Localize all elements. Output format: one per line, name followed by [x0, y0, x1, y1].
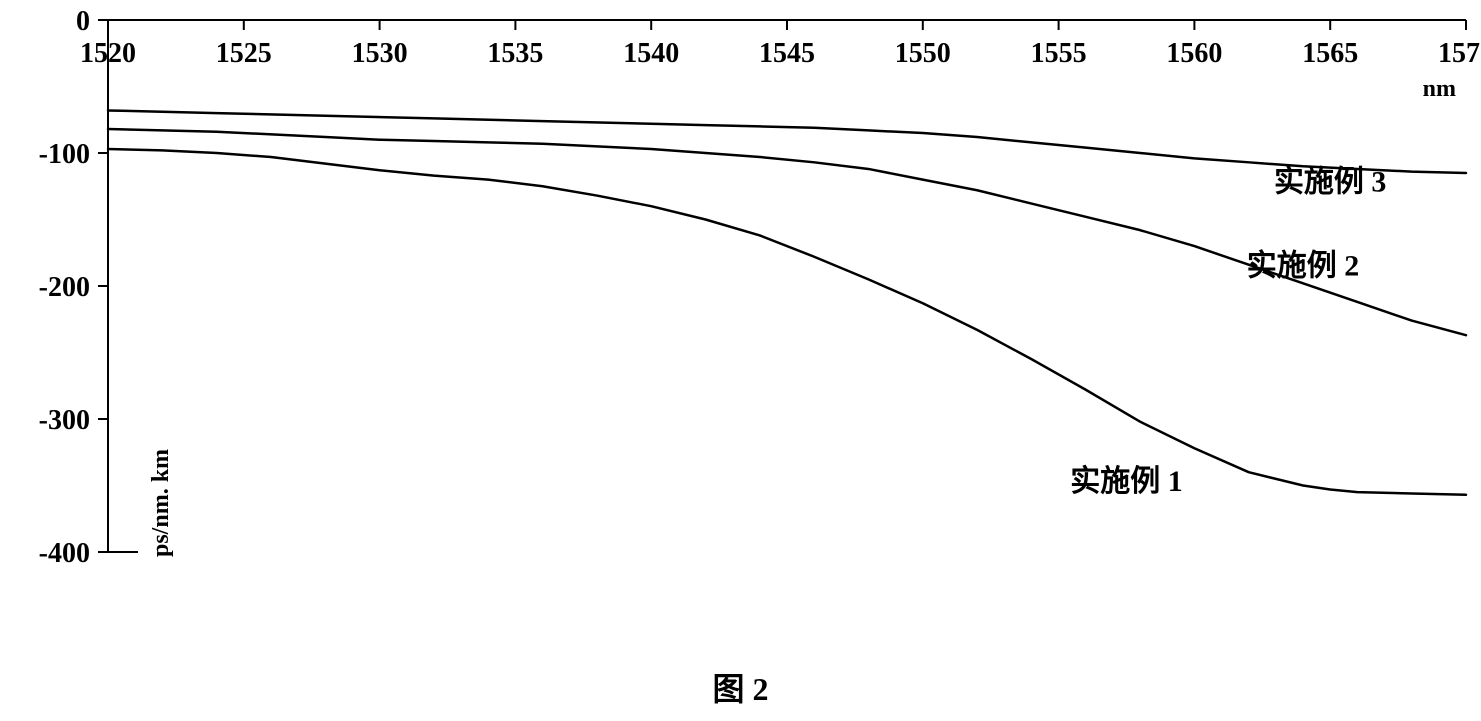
- x-tick-label: 1525: [216, 38, 272, 69]
- x-tick-label: 1535: [487, 38, 543, 69]
- y-tick-label: -200: [39, 272, 90, 303]
- chart-root: 1520 1525 1530 1535 1540 1545 1550 1555 1560 1565…: [0, 0, 1481, 721]
- x-tick-label: 1565: [1302, 38, 1358, 69]
- series-label: 实施例 1: [1070, 464, 1183, 498]
- x-tick-label: 1555: [1031, 38, 1087, 69]
- chart-svg: 1520 1525 1530 1535 1540 1545 1550 1555 1560 1565…: [0, 0, 1481, 721]
- x-tick-label: 1560: [1166, 38, 1222, 69]
- series-label: 实施例 3: [1274, 165, 1387, 199]
- y-unit-label: ps/nm. km: [148, 449, 174, 557]
- x-tick-label: 1550: [895, 38, 951, 69]
- axis-layer: [98, 20, 1466, 552]
- x-tick-label: 1540: [623, 38, 679, 69]
- y-tick-label: -300: [39, 405, 90, 436]
- x-tick-label: 1530: [352, 38, 408, 69]
- series-2: [108, 129, 1466, 335]
- series-3: [108, 110, 1466, 173]
- series-label: 实施例 2: [1247, 248, 1360, 282]
- labels-layer: 1520 1525 1530 1535 1540 1545 1550 1555 1560 1565…: [39, 6, 1481, 707]
- x-tick-label: 1520: [80, 38, 136, 69]
- x-tick-label: 1545: [759, 38, 815, 69]
- series-layer: [108, 110, 1466, 494]
- y-tick-label: -100: [39, 139, 90, 170]
- x-tick-label: 1570: [1438, 38, 1481, 69]
- figure-label: 图 2: [712, 671, 768, 707]
- y-tick-label: -400: [39, 538, 90, 569]
- x-unit-label: nm: [1423, 76, 1456, 102]
- series-1: [108, 149, 1466, 495]
- y-tick-label: 0: [76, 6, 90, 37]
